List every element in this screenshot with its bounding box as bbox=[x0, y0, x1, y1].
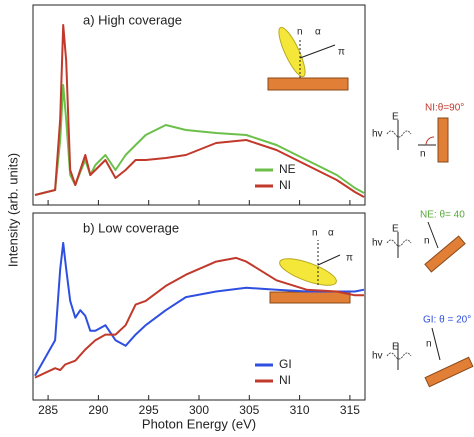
inset-a: n α π bbox=[267, 26, 349, 91]
inset-label: α bbox=[328, 228, 334, 239]
geometry-label: NE: θ= 40 bbox=[420, 210, 465, 221]
x-tick-label: 295 bbox=[139, 403, 159, 417]
orbital-axis bbox=[299, 44, 336, 59]
data-line bbox=[34, 241, 365, 377]
field-label: E bbox=[392, 112, 399, 123]
y-axis-label: Intensity (arb. units) bbox=[5, 153, 20, 267]
x-axis-label: Photon Energy (eV) bbox=[142, 416, 256, 431]
x-tick-label: 315 bbox=[340, 403, 360, 417]
photon-label: hv bbox=[372, 238, 383, 249]
legend-label: NI bbox=[279, 373, 291, 387]
substrate bbox=[267, 77, 349, 91]
geometry-gi: GI: θ = 20° hv E n bbox=[372, 315, 474, 388]
wave bbox=[386, 130, 412, 138]
photon-label: hv bbox=[372, 351, 383, 362]
inset-label: α bbox=[315, 27, 321, 38]
panel-title: b) Low coverage bbox=[83, 220, 179, 235]
x-tick-label: 300 bbox=[189, 403, 209, 417]
normal-label: n bbox=[420, 149, 426, 160]
wave bbox=[386, 352, 412, 360]
inset-label: n bbox=[297, 27, 303, 38]
legend-label: GI bbox=[279, 357, 292, 371]
geometry-ni: NI:θ=90° hv E n bbox=[372, 103, 464, 163]
normal-label: n bbox=[426, 339, 432, 350]
photon-label: hv bbox=[372, 129, 383, 140]
inset-label: π bbox=[338, 47, 345, 58]
field-label: E bbox=[392, 342, 399, 353]
normal-label: n bbox=[424, 236, 430, 247]
inset-label: π bbox=[346, 253, 353, 264]
x-tick-label: 290 bbox=[88, 403, 108, 417]
geometry-label: GI: θ = 20° bbox=[423, 315, 471, 326]
x-tick-label: 310 bbox=[290, 403, 310, 417]
substrate bbox=[424, 235, 466, 273]
data-line bbox=[34, 256, 364, 379]
data-line bbox=[34, 84, 365, 196]
panel-title: a) High coverage bbox=[83, 12, 182, 27]
plot-frame bbox=[32, 212, 366, 401]
substrate bbox=[424, 356, 474, 388]
field-label: E bbox=[392, 224, 399, 235]
geometry-label: NI:θ=90° bbox=[425, 103, 464, 114]
normal-axis bbox=[427, 221, 439, 249]
orbital-axis bbox=[317, 254, 341, 266]
legend-label: NI bbox=[279, 178, 291, 192]
molecule bbox=[278, 26, 306, 78]
x-tick-label: 305 bbox=[239, 403, 259, 417]
substrate bbox=[437, 117, 449, 163]
normal-axis bbox=[431, 327, 441, 361]
legend-label: NE bbox=[279, 162, 296, 176]
substrate bbox=[269, 291, 351, 304]
wave bbox=[386, 239, 412, 247]
molecule bbox=[279, 258, 337, 286]
x-tick-label: 285 bbox=[38, 403, 58, 417]
data-line bbox=[34, 24, 365, 198]
angle-arc bbox=[425, 136, 435, 146]
inset-label: n bbox=[312, 228, 318, 239]
geometry-ne: NE: θ= 40 hv E n bbox=[372, 210, 466, 273]
